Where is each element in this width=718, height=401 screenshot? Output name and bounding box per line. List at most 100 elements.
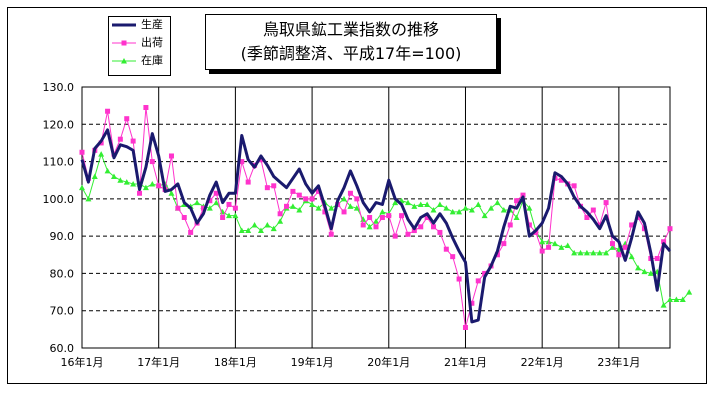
chart-legend: 生産 出荷 在庫 — [108, 16, 171, 76]
data-point-inventory — [596, 249, 603, 256]
data-point-shipments — [200, 205, 206, 211]
data-point-inventory — [436, 201, 443, 207]
data-point-inventory — [647, 270, 654, 276]
data-point-shipments — [124, 116, 130, 122]
chart-title-box: 鳥取県鉱工業指数の推移 (季節調整済、平成17年=100) — [205, 14, 497, 70]
data-point-shipments — [264, 185, 270, 191]
data-point-shipments — [590, 207, 596, 213]
data-point-inventory — [564, 242, 571, 248]
data-point-inventory — [622, 240, 629, 247]
data-point-inventory — [213, 199, 220, 206]
y-tick-label: 80.0 — [50, 267, 75, 280]
data-point-inventory — [545, 238, 552, 245]
y-tick-label: 120.0 — [43, 118, 75, 131]
data-point-shipments — [354, 196, 360, 202]
x-tick-label: 20年1月 — [367, 355, 410, 369]
legend-label-production: 生産 — [141, 18, 163, 31]
data-point-shipments — [584, 215, 590, 220]
data-point-shipments — [168, 153, 174, 159]
legend-item-production: 生産 — [109, 18, 170, 35]
data-point-inventory — [603, 249, 610, 256]
data-point-shipments — [616, 252, 622, 258]
data-point-shipments — [379, 215, 385, 220]
data-point-shipments — [181, 215, 187, 220]
data-point-shipments — [303, 196, 309, 202]
data-point-inventory — [660, 302, 667, 308]
data-point-inventory — [686, 289, 693, 295]
data-point-inventory — [494, 199, 501, 206]
data-point-shipments — [571, 183, 577, 189]
data-point-inventory — [85, 195, 92, 202]
data-point-shipments — [469, 300, 475, 306]
data-point-inventory — [366, 223, 373, 230]
data-point-shipments — [232, 205, 238, 211]
data-point-inventory — [117, 177, 124, 183]
data-point-shipments — [424, 215, 430, 220]
data-point-inventory — [104, 167, 111, 174]
data-point-inventory — [206, 205, 213, 211]
data-point-inventory — [526, 205, 533, 211]
data-point-shipments — [373, 224, 379, 230]
x-tick-label: 23年1月 — [597, 355, 640, 369]
data-point-shipments — [175, 205, 181, 211]
data-point-inventory — [289, 203, 296, 209]
data-point-shipments — [277, 211, 283, 217]
data-point-inventory — [468, 207, 475, 213]
data-point-inventory — [226, 212, 232, 219]
x-tick-label: 19年1月 — [291, 355, 334, 369]
data-point-shipments — [207, 198, 213, 204]
data-point-shipments — [597, 222, 603, 228]
data-point-shipments — [137, 190, 143, 196]
data-point-inventory — [373, 218, 379, 224]
data-point-inventory — [194, 199, 201, 206]
x-tick-label: 21年1月 — [444, 355, 487, 369]
data-point-shipments — [437, 229, 443, 235]
legend-label-inventory: 在庫 — [141, 54, 163, 67]
data-point-inventory — [347, 203, 354, 209]
data-point-inventory — [91, 173, 98, 179]
legend-label-shipments: 出荷 — [141, 36, 163, 49]
data-point-shipments — [347, 190, 353, 196]
data-point-inventory — [168, 190, 175, 196]
data-point-inventory — [641, 268, 648, 275]
data-point-shipments — [143, 105, 149, 111]
data-point-shipments — [501, 241, 507, 247]
data-point-shipments — [328, 231, 334, 237]
data-point-inventory — [417, 201, 424, 207]
data-point-shipments — [220, 215, 226, 220]
data-point-shipments — [130, 138, 136, 144]
data-point-inventory — [277, 218, 284, 224]
data-point-inventory — [449, 208, 456, 215]
x-tick-label: 16年1月 — [61, 355, 104, 369]
y-tick-label: 90.0 — [50, 230, 75, 243]
data-point-shipments — [156, 183, 162, 189]
data-point-shipments — [117, 136, 123, 142]
data-point-shipments — [661, 239, 667, 245]
data-point-inventory — [462, 205, 469, 211]
data-point-shipments — [360, 222, 366, 228]
data-point-inventory — [475, 201, 482, 207]
data-point-shipments — [475, 278, 481, 284]
data-point-inventory — [571, 249, 578, 256]
data-point-shipments — [418, 224, 424, 230]
data-point-inventory — [257, 227, 264, 234]
data-point-shipments — [629, 222, 635, 228]
data-point-inventory — [392, 199, 399, 206]
series-line-shipments — [81, 107, 671, 328]
y-tick-label: 100.0 — [43, 193, 75, 206]
data-point-shipments — [309, 196, 315, 202]
data-point-shipments — [284, 203, 290, 209]
data-point-shipments — [462, 324, 468, 330]
data-point-inventory — [673, 296, 680, 303]
data-point-inventory — [309, 201, 316, 207]
legend-item-inventory: 在庫 — [109, 54, 170, 71]
data-point-shipments — [315, 188, 321, 194]
data-point-shipments — [188, 229, 194, 235]
legend-swatch-shipments — [112, 40, 136, 46]
data-point-inventory — [98, 151, 105, 157]
x-tick-label: 22年1月 — [521, 355, 564, 369]
data-point-shipments — [443, 246, 449, 252]
data-point-inventory — [609, 244, 616, 250]
data-point-inventory — [558, 244, 565, 250]
